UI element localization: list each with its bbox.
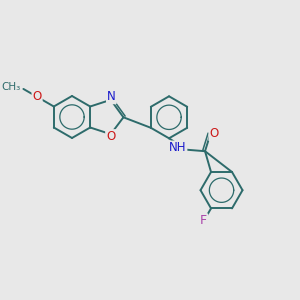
Text: N: N xyxy=(107,90,116,103)
Text: F: F xyxy=(200,214,207,227)
Text: O: O xyxy=(209,127,219,140)
Text: NH: NH xyxy=(169,141,187,154)
Text: CH₃: CH₃ xyxy=(2,82,21,92)
Text: O: O xyxy=(32,90,42,103)
Text: O: O xyxy=(106,130,116,143)
